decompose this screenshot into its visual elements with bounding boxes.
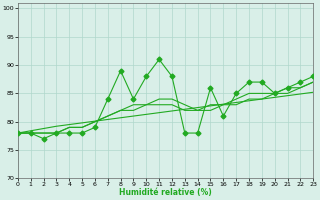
X-axis label: Humidité relative (%): Humidité relative (%) (119, 188, 212, 197)
